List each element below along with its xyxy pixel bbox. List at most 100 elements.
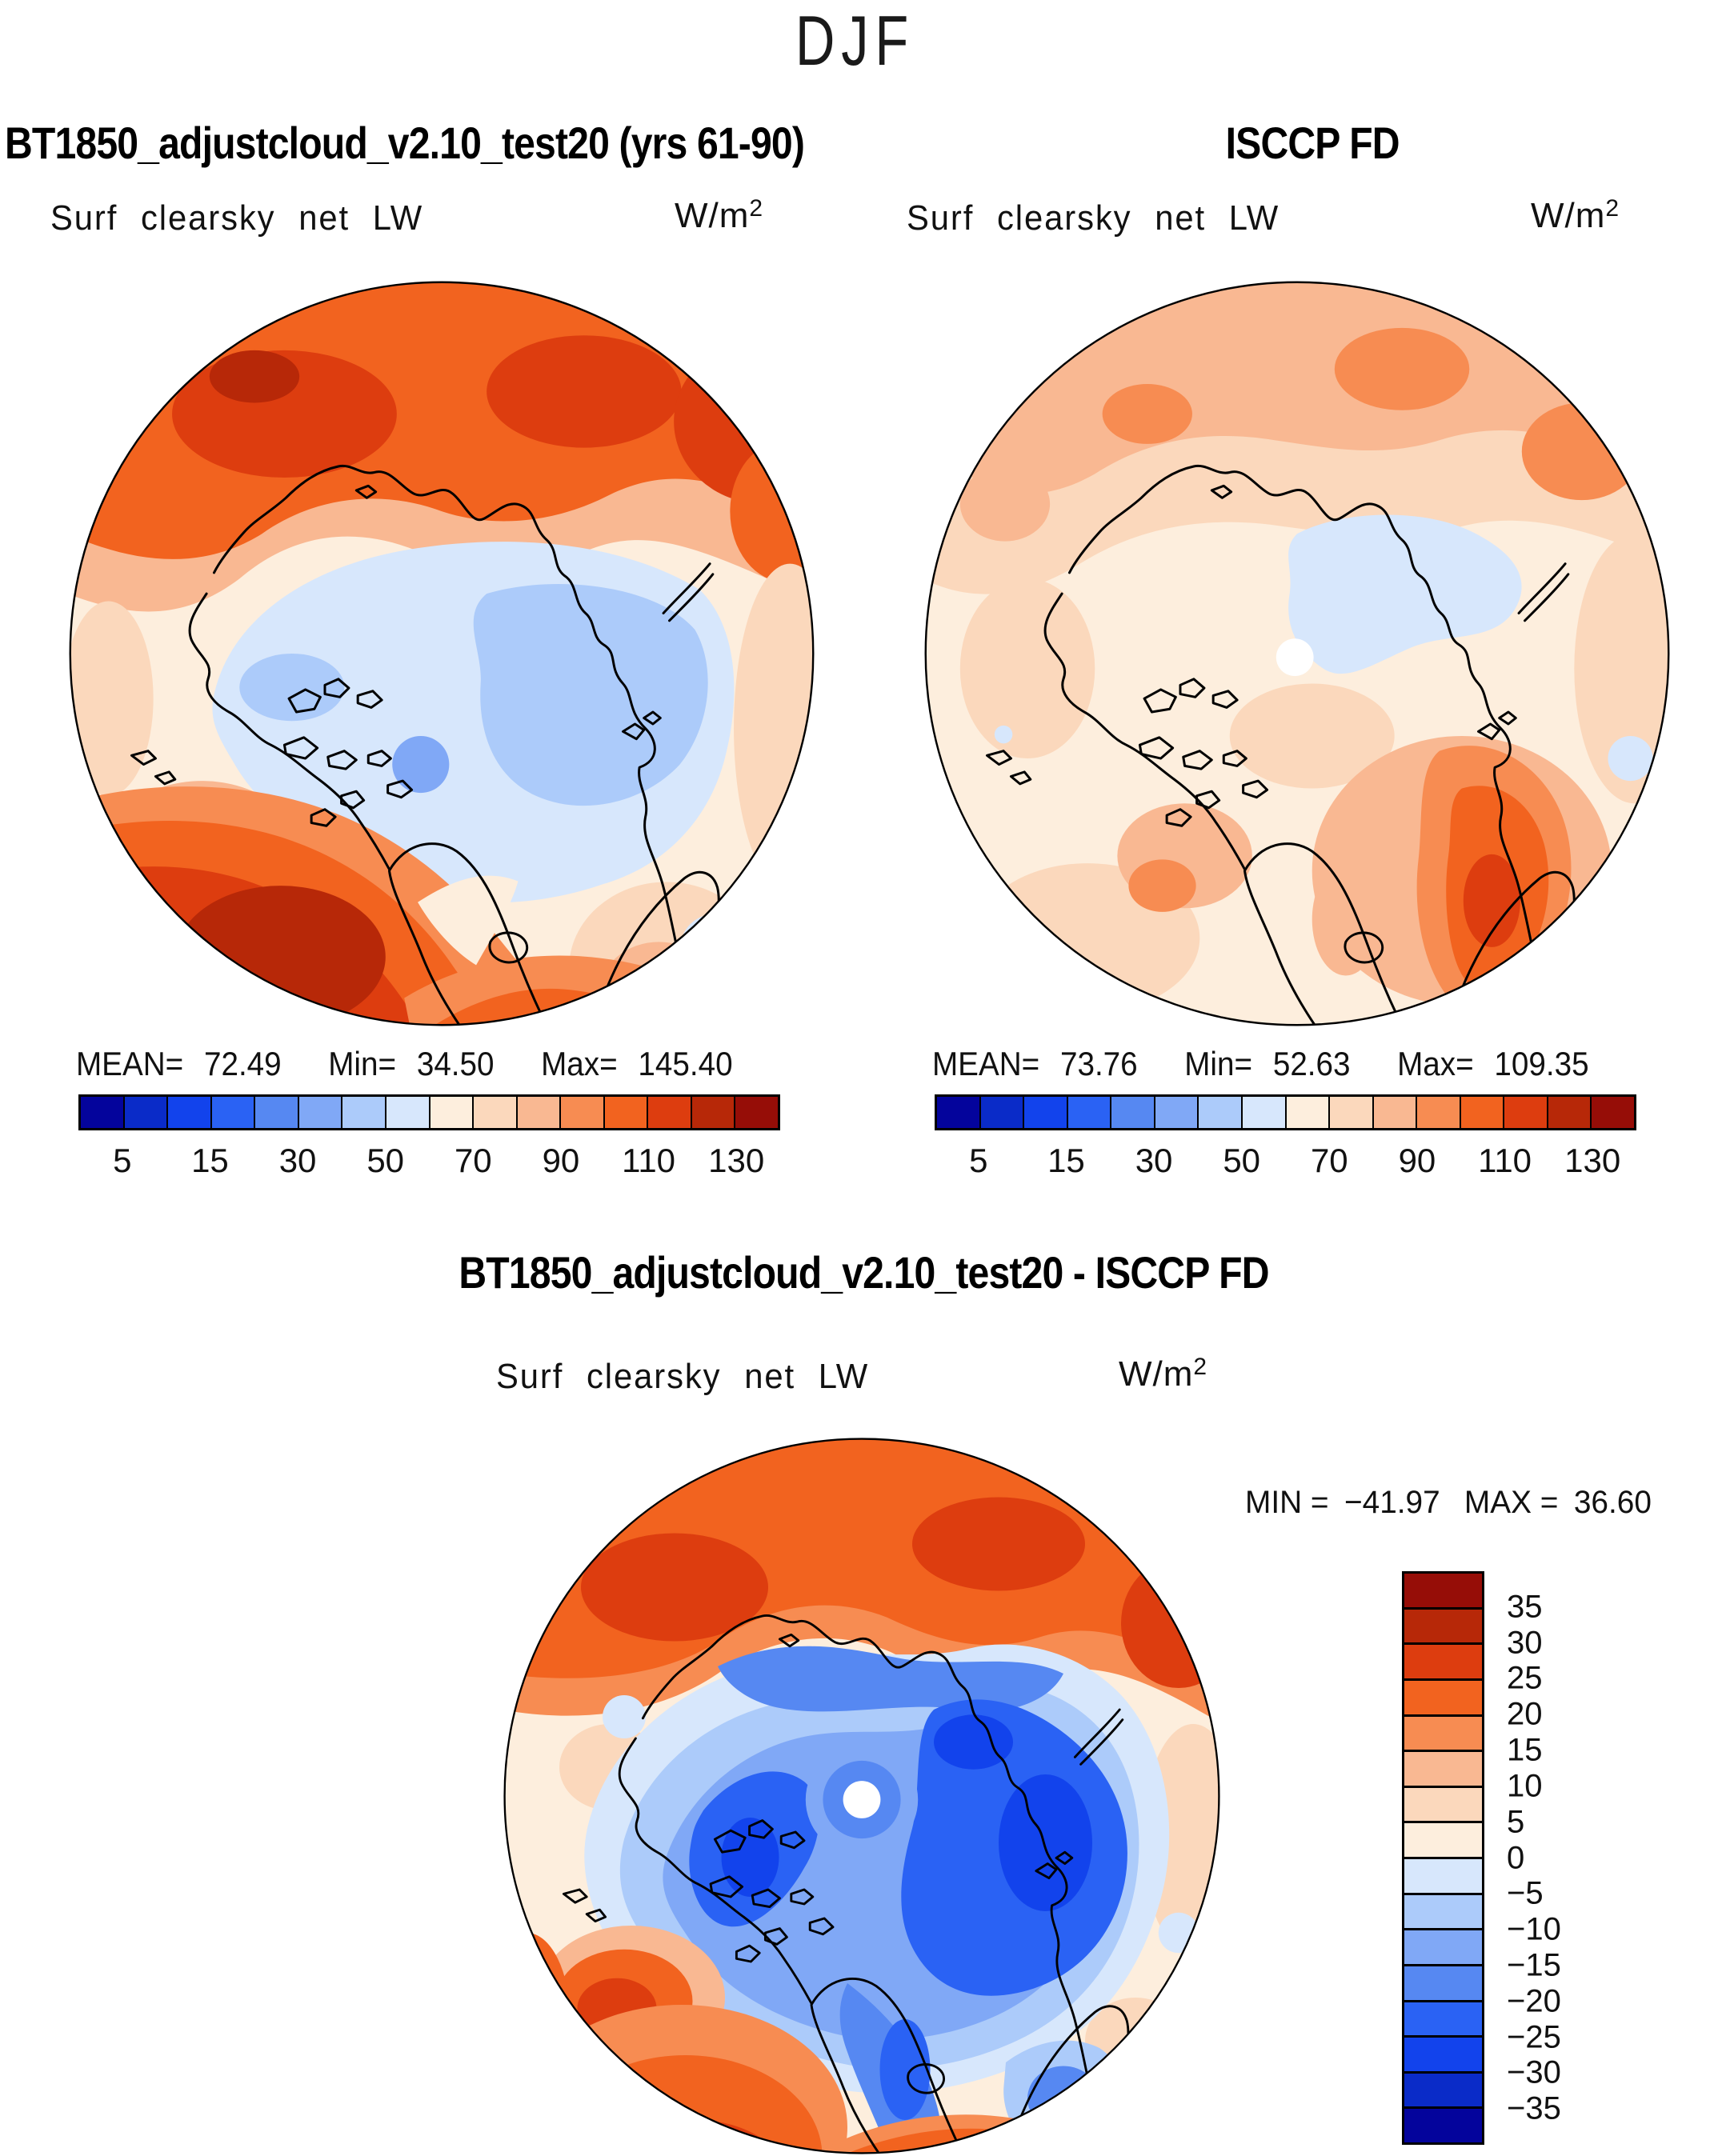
obs-colorbar-ticks: 5 15 30 50 70 90 110 130 (935, 1130, 1636, 1179)
colorbar-cell (690, 1097, 735, 1128)
colorbar-cell (1404, 1574, 1482, 1607)
colorbar-cell (1372, 1097, 1416, 1128)
colorbar-cell (1404, 1857, 1482, 1893)
diff-units-label: W/m2 (1119, 1354, 1208, 1394)
colorbar-cell (1197, 1097, 1241, 1128)
model-stats: MEAN= 72.49 Min= 34.50 Max= 145.40 (76, 1045, 733, 1082)
colorbar-cell (1404, 1928, 1482, 1964)
colorbar-tick-label: 70 (454, 1142, 492, 1179)
model-panel-title: BT1850_adjustcloud_v2.10_test20 (yrs 61-… (5, 118, 805, 168)
diff-minmax: MIN = −41.97 MAX = 36.60 (1245, 1485, 1652, 1520)
colorbar-tick-label: −15 (1507, 1947, 1561, 1983)
diff-colorbar: 35 30 25 20 15 10 5 0 −5 −10 −15 −20 −25 −30 −35 (1402, 1571, 1626, 2145)
colorbar-tick-label: −25 (1507, 2019, 1561, 2055)
colorbar-tick-label: 70 (1310, 1142, 1348, 1179)
colorbar-cell (1110, 1097, 1154, 1128)
colorbar-tick-label: 30 (1135, 1142, 1173, 1179)
colorbar-tick-label: −20 (1507, 1983, 1561, 2019)
diff-panel-title: BT1850_adjustcloud_v2.10_test20 - ISCCP … (459, 1247, 1270, 1298)
diff-colorbar-ticks: 35 30 25 20 15 10 5 0 −5 −10 −15 −20 −25 −30 −35 (1402, 1571, 1626, 2145)
pole-data-void-dot (1275, 638, 1314, 677)
model-field-label: Surf clearsky net LW (50, 198, 424, 238)
colorbar-cell (1284, 1097, 1329, 1128)
colorbar-cell (1404, 2035, 1482, 2071)
obs-units-label: W/m2 (1531, 195, 1620, 235)
model-colorbar-bar (78, 1094, 780, 1130)
colorbar-tick-label: 0 (1507, 1840, 1525, 1875)
obs-colorbar-bar (935, 1094, 1636, 1130)
model-colorbar: 5 15 30 50 70 90 110 130 (78, 1094, 780, 1179)
colorbar-cell (1404, 1785, 1482, 1822)
colorbar-cell (341, 1097, 385, 1128)
colorbar-tick-label: 130 (1564, 1142, 1621, 1179)
colorbar-tick-label: 30 (1507, 1625, 1543, 1661)
colorbar-tick-label: 15 (1507, 1732, 1543, 1768)
colorbar-cell (603, 1097, 647, 1128)
colorbar-cell (1023, 1097, 1067, 1128)
colorbar-cell (1404, 1678, 1482, 1714)
colorbar-cell (1404, 1642, 1482, 1678)
colorbar-cell (1066, 1097, 1111, 1128)
colorbar-tick-label: 50 (1223, 1142, 1261, 1179)
colorbar-tick-label: 15 (1047, 1142, 1085, 1179)
colorbar-cell (979, 1097, 1023, 1128)
colorbar-cell (1590, 1097, 1634, 1128)
colorbar-tick-label: 5 (1507, 1804, 1525, 1840)
diff-field-label: Surf clearsky net LW (496, 1357, 870, 1396)
colorbar-tick-label: 10 (1507, 1768, 1543, 1804)
colorbar-cell (559, 1097, 603, 1128)
colorbar-cell (1404, 1750, 1482, 1786)
colorbar-cell (297, 1097, 342, 1128)
colorbar-cell (384, 1097, 429, 1128)
colorbar-cell (1404, 2106, 1482, 2142)
model-units-label: W/m2 (675, 195, 764, 235)
colorbar-cell (428, 1097, 473, 1128)
colorbar-tick-label: −10 (1507, 1911, 1561, 1947)
colorbar-cell (734, 1097, 778, 1128)
obs-colorbar: 5 15 30 50 70 90 110 130 (935, 1094, 1636, 1179)
colorbar-cell (1404, 1714, 1482, 1750)
colorbar-tick-label: 25 (1507, 1660, 1543, 1696)
colorbar-tick-label: 20 (1507, 1696, 1543, 1732)
colorbar-cell (1546, 1097, 1591, 1128)
colorbar-tick-label: −5 (1507, 1875, 1544, 1911)
model-map (69, 281, 815, 1026)
obs-stats: MEAN= 73.76 Min= 52.63 Max= 109.35 (932, 1045, 1589, 1082)
colorbar-tick-label: −30 (1507, 2054, 1561, 2090)
colorbar-tick-label: 130 (708, 1142, 765, 1179)
colorbar-cell (1153, 1097, 1198, 1128)
colorbar-cell (166, 1097, 210, 1128)
colorbar-tick-label: 110 (622, 1142, 676, 1179)
colorbar-cell (254, 1097, 298, 1128)
colorbar-tick-label: 5 (969, 1142, 988, 1179)
colorbar-cell (122, 1097, 167, 1128)
colorbar-cell (1404, 2070, 1482, 2107)
colorbar-cell (937, 1097, 979, 1128)
colorbar-cell (1416, 1097, 1460, 1128)
obs-field-label: Surf clearsky net LW (907, 198, 1280, 238)
colorbar-cell (1503, 1097, 1547, 1128)
colorbar-cell (1404, 1999, 1482, 2036)
colorbar-tick-label: 30 (278, 1142, 317, 1179)
pole-data-void-dot (843, 1781, 881, 1818)
colorbar-cell (472, 1097, 516, 1128)
model-colorbar-ticks: 5 15 30 50 70 90 110 130 (78, 1130, 780, 1179)
obs-map (924, 281, 1670, 1026)
colorbar-cell (647, 1097, 691, 1128)
page-title: DJF (795, 1, 915, 80)
colorbar-cell (1404, 1606, 1482, 1643)
diff-colorbar-bar (1402, 1571, 1484, 2145)
colorbar-cell (515, 1097, 560, 1128)
colorbar-tick-label: −35 (1507, 2090, 1561, 2126)
colorbar-tick-label: 15 (191, 1142, 229, 1179)
colorbar-cell (1459, 1097, 1504, 1128)
diff-map (503, 1438, 1220, 2154)
colorbar-tick-label: 50 (366, 1142, 405, 1179)
colorbar-cell (1404, 1821, 1482, 1857)
colorbar-tick-label: 90 (1398, 1142, 1436, 1179)
colorbar-cell (210, 1097, 254, 1128)
colorbar-tick-label: 5 (113, 1142, 132, 1179)
colorbar-cell (1404, 1963, 1482, 2000)
colorbar-tick-label: 90 (542, 1142, 580, 1179)
